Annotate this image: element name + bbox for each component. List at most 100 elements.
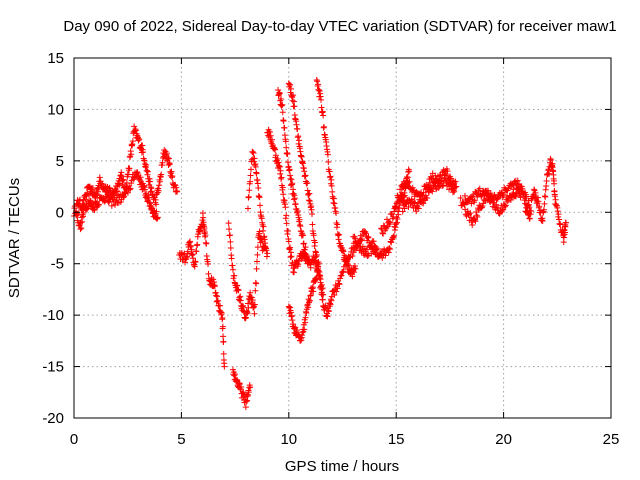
data-point [287,81,294,88]
data-point [301,326,308,333]
data-point [79,218,86,225]
data-point [155,187,162,194]
data-point [251,310,258,317]
data-point [296,137,303,144]
data-point [487,190,494,197]
data-point [121,193,128,200]
data-point [386,221,393,228]
data-point [380,230,387,237]
data-point [249,296,256,303]
data-point [500,192,507,199]
data-point [510,186,517,193]
data-point [313,251,320,258]
data-point [352,265,359,272]
data-point [266,128,273,135]
data-point [220,338,227,345]
data-point [301,168,308,175]
data-point [128,180,135,187]
data-point [237,297,244,304]
data-point [368,244,375,251]
data-point [247,166,254,173]
data-point [302,172,309,179]
data-point [285,238,292,245]
data-point [382,252,389,259]
data-point [277,167,284,174]
data-point [363,246,370,253]
data-point [406,178,413,185]
data-point [334,285,341,292]
chart-title: Day 090 of 2022, Sidereal Day-to-day VTE… [63,18,616,35]
data-point [471,216,478,223]
data-point [251,301,258,308]
data-point [202,232,209,239]
y-tick-label: -10 [42,307,64,324]
data-point [290,92,297,99]
data-point [315,81,322,88]
data-point [333,288,340,295]
data-point [180,251,187,258]
data-point [315,260,322,267]
data-point [387,219,394,226]
data-point [469,221,476,228]
data-point [304,179,311,186]
data-point [283,220,290,227]
data-point [386,246,393,253]
data-point [405,179,412,186]
data-point [328,182,335,189]
y-tick-label: 15 [47,50,64,67]
data-point [246,187,253,194]
data-point [354,243,361,250]
x-tick-label: 20 [495,431,512,448]
data-point [398,189,405,196]
data-point [356,240,363,247]
data-point [536,203,543,210]
data-point [373,246,380,253]
data-point [493,201,500,208]
data-point [235,287,242,294]
data-point [318,281,325,288]
data-point [280,118,287,125]
x-tick-label: 10 [280,431,297,448]
data-point [263,247,270,254]
data-point [352,235,359,242]
data-point [309,221,316,228]
data-point [507,196,514,203]
data-point [555,211,562,218]
data-point [307,292,314,299]
data-point [221,363,228,370]
y-tick-labels: -20 -15 -10 -5 0 5 10 15 [42,50,64,427]
data-point [253,265,260,272]
data-point [539,217,546,224]
data-point [74,210,81,217]
data-point [540,206,547,213]
data-point [471,197,478,204]
data-point [345,262,352,269]
data-point [274,155,281,162]
x-tick-label: 0 [70,431,78,448]
data-point [83,206,90,213]
data-point [305,304,312,311]
data-point [362,230,369,237]
data-point [291,195,298,202]
data-point [391,232,398,239]
data-point [308,210,315,217]
data-point [77,196,84,203]
data-point [325,308,332,315]
data-point [324,151,331,158]
data-point [370,238,377,245]
data-point [244,310,251,317]
data-point [334,221,341,228]
data-point [288,253,295,260]
data-point [193,248,200,255]
data-point [318,96,325,103]
data-point [289,97,296,104]
data-point [247,178,254,185]
data-point [158,171,165,178]
data-point [504,198,511,205]
data-point [302,244,309,251]
data-point [226,232,233,239]
data-point [505,185,512,192]
data-point [238,384,245,391]
data-point [214,297,221,304]
data-point [390,213,397,220]
